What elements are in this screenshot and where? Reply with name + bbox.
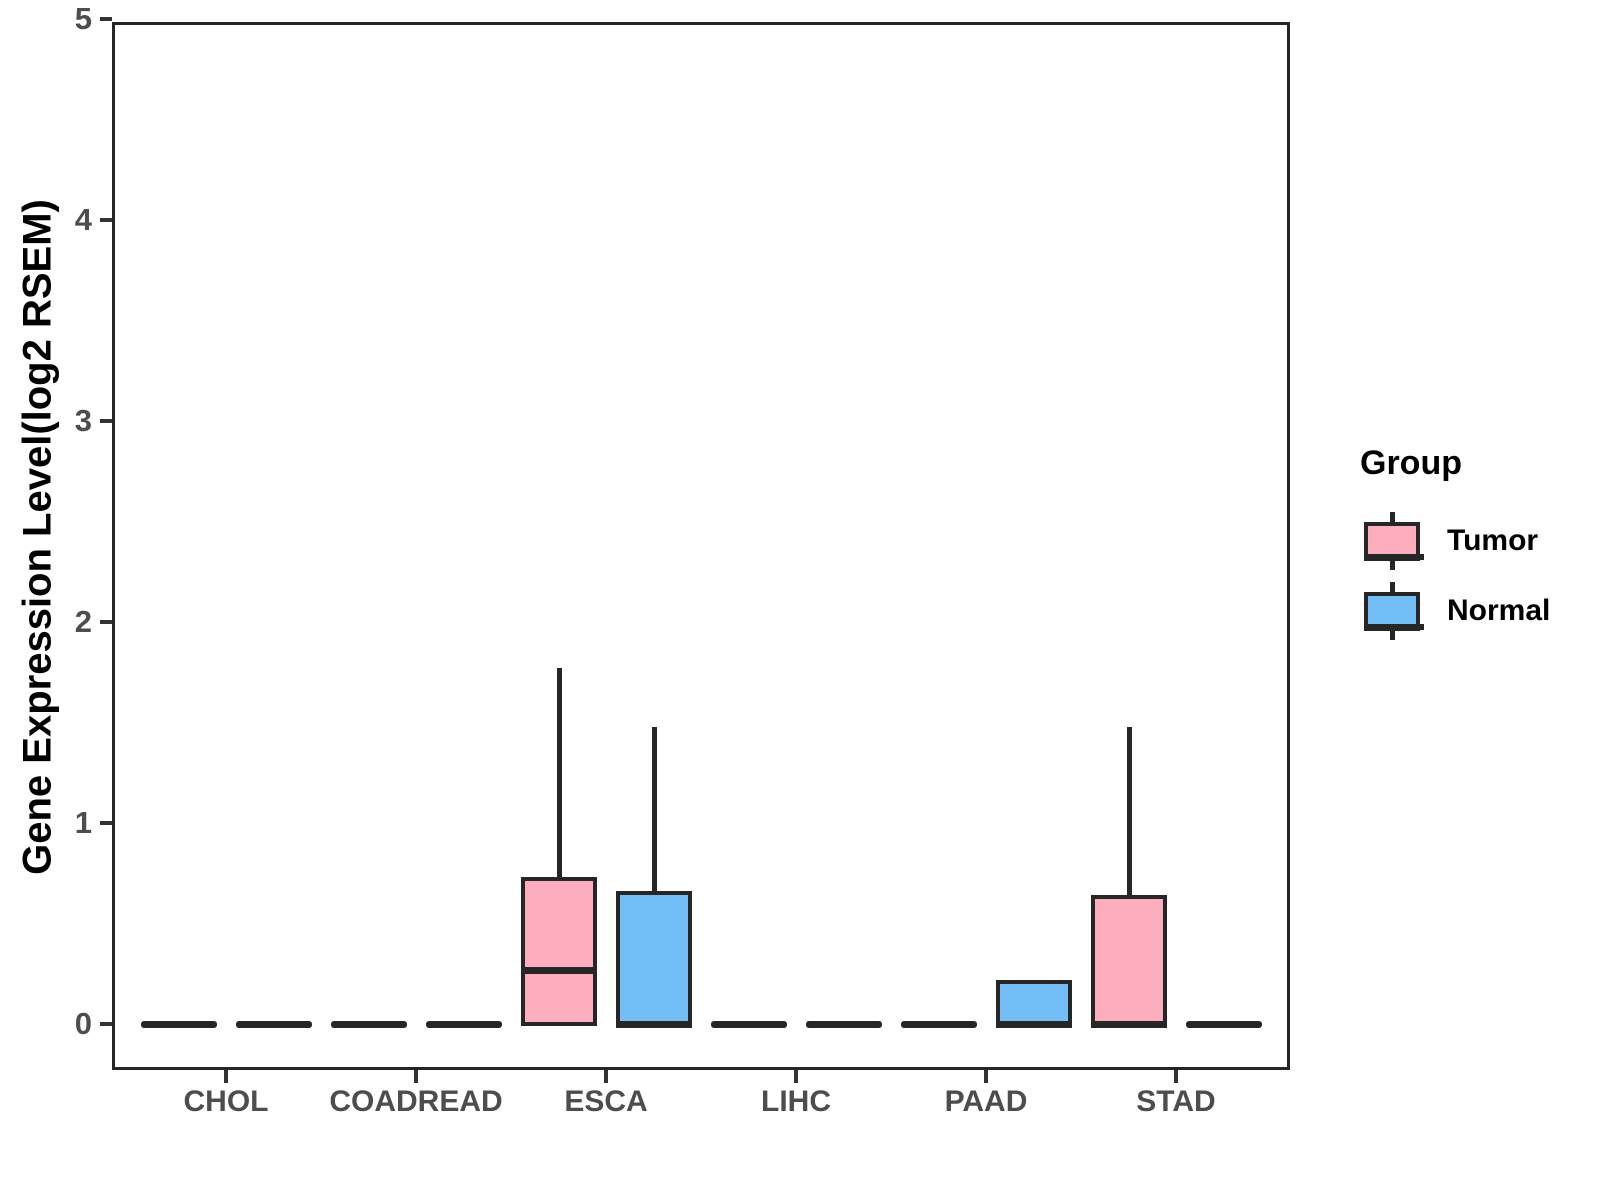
boxplot-STAD-tumor-box	[1090, 895, 1167, 1026]
x-tick-mark-PAAD	[984, 1070, 988, 1083]
y-tick-mark-1	[100, 821, 112, 825]
boxplot-STAD-tumor-median-line	[1090, 1021, 1167, 1028]
y-tick-mark-5	[100, 17, 112, 21]
boxplot-CHOL-tumor-flat	[140, 1021, 217, 1028]
plot-panel	[112, 22, 1290, 1070]
y-axis-title: Gene Expression Level(log2 RSEM)	[15, 199, 60, 875]
normal-boxplot-key-icon	[1364, 580, 1424, 642]
x-tick-mark-CHOL	[224, 1070, 228, 1083]
y-tick-label-1: 1	[74, 805, 92, 840]
key-median-line	[1368, 554, 1424, 560]
y-tick-mark-4	[100, 218, 112, 222]
boxplot-ESCA-tumor-box	[520, 877, 597, 1026]
x-tick-mark-STAD	[1174, 1070, 1178, 1083]
legend-entry-normal: Normal	[1356, 580, 1600, 642]
boxplot-ESCA-normal-box	[615, 891, 692, 1026]
boxplot-ESCA-tumor-upper-whisker	[556, 668, 562, 880]
key-box	[1364, 522, 1424, 561]
key-box	[1364, 592, 1424, 631]
x-tick-mark-LIHC	[794, 1070, 798, 1083]
boxplot-STAD-normal-flat	[1185, 1021, 1262, 1028]
x-tick-label-ESCA: ESCA	[564, 1085, 648, 1118]
x-tick-mark-COADREAD	[414, 1070, 418, 1083]
legend-title: Group	[1360, 444, 1462, 482]
y-tick-label-4: 4	[74, 202, 92, 237]
boxplot-STAD-tumor-upper-whisker	[1126, 726, 1132, 898]
x-tick-label-STAD: STAD	[1136, 1085, 1216, 1118]
x-tick-label-LIHC: LIHC	[761, 1085, 831, 1118]
boxplot-ESCA-normal-median-line	[615, 1021, 692, 1028]
boxplot-PAAD-normal-median-line	[995, 1021, 1072, 1028]
boxplot-ESCA-tumor-median-line	[520, 966, 597, 974]
x-tick-mark-ESCA	[604, 1070, 608, 1083]
y-tick-mark-3	[100, 419, 112, 423]
boxplot-LIHC-normal-flat	[805, 1021, 882, 1028]
legend-entry-tumor: Tumor	[1356, 510, 1600, 572]
x-tick-label-COADREAD: COADREAD	[329, 1085, 503, 1118]
y-tick-label-3: 3	[74, 403, 92, 438]
boxplot-CHOL-normal-flat	[235, 1021, 312, 1028]
boxplot-PAAD-normal-box	[995, 979, 1072, 1026]
legend: Group Tumor Normal	[1356, 444, 1600, 664]
y-tick-mark-2	[100, 620, 112, 624]
y-tick-label-2: 2	[74, 604, 92, 639]
y-tick-mark-0	[100, 1022, 112, 1026]
y-tick-label-5: 5	[74, 1, 92, 36]
boxplot-ESCA-normal-upper-whisker	[651, 726, 657, 894]
tumor-boxplot-key-icon	[1364, 510, 1424, 572]
y-tick-label-0: 0	[74, 1006, 92, 1041]
x-tick-label-PAAD: PAAD	[944, 1085, 1028, 1118]
boxplot-LIHC-tumor-flat	[710, 1021, 787, 1028]
boxplot-COADREAD-tumor-flat	[330, 1021, 407, 1028]
key-median-line	[1368, 624, 1424, 630]
legend-label-tumor: Tumor	[1447, 524, 1539, 557]
boxplot-COADREAD-normal-flat	[425, 1021, 502, 1028]
boxplot-PAAD-tumor-flat	[900, 1021, 977, 1028]
x-tick-label-CHOL: CHOL	[183, 1085, 269, 1118]
legend-label-normal: Normal	[1447, 594, 1551, 627]
